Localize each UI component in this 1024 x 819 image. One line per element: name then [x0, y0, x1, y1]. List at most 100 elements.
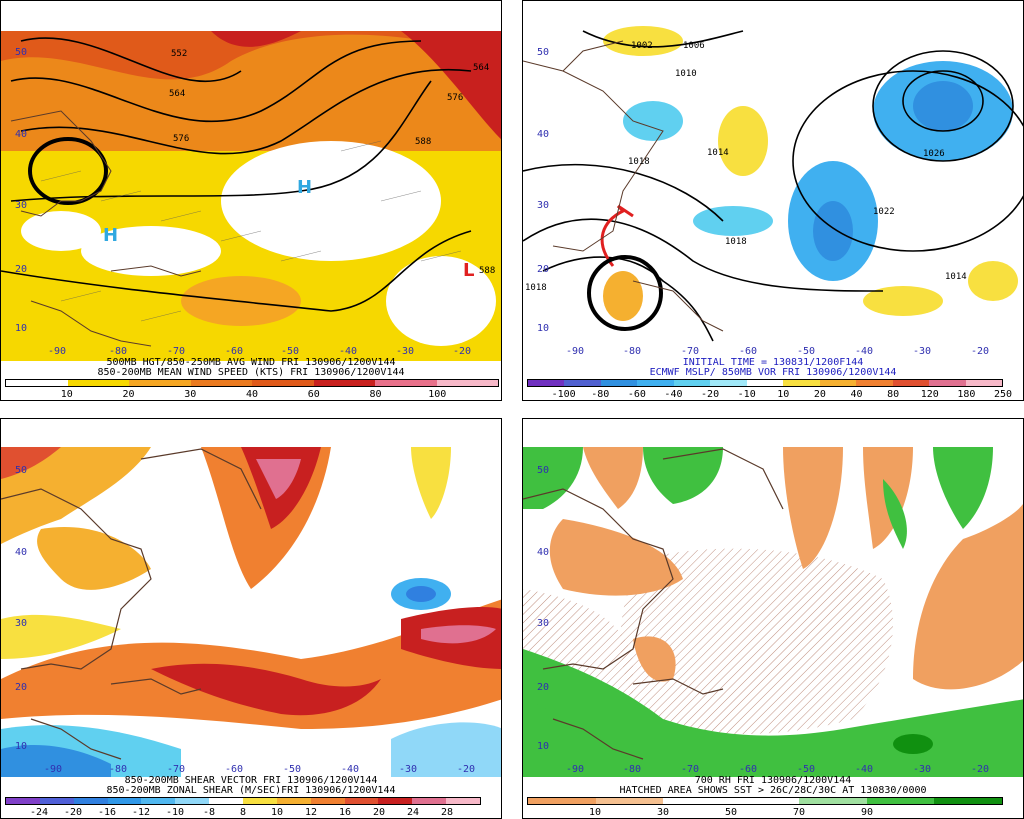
colorbar-label: -24 — [29, 807, 49, 818]
colorbar-label: 20 — [372, 807, 386, 818]
lat-label: 40 — [15, 129, 28, 140]
colorbar-label: -80 — [591, 389, 610, 400]
contour-label: 1014 — [945, 272, 967, 282]
lat-label: 10 — [537, 323, 550, 334]
contour-label: 1006 — [683, 41, 705, 51]
colorbar-swatch — [313, 380, 375, 386]
lat-label: 10 — [15, 323, 28, 334]
contour-label: 1010 — [675, 69, 697, 79]
lat-label: 50 — [537, 47, 550, 58]
colorbar-label: 80 — [887, 389, 900, 400]
lat-label: 30 — [537, 618, 550, 629]
colorbar-label: -8 — [202, 807, 216, 818]
colorbar-swatch — [6, 380, 68, 386]
wind-speed-map — [1, 31, 501, 361]
caption-line-2: 850-200MB ZONAL SHEAR (M/SEC)FRI 130906/… — [106, 785, 396, 796]
lat-label: 10 — [15, 741, 28, 752]
colorbar-label: 40 — [245, 389, 259, 400]
caption-line-1: 850-200MB SHEAR VECTOR FRI 130906/1200V1… — [124, 775, 378, 786]
colorbar-label: 28 — [440, 807, 454, 818]
lon-label: -50 — [281, 346, 300, 357]
high-pressure-marker: H — [103, 225, 119, 246]
zonal-shear-map — [1, 447, 501, 777]
lon-label: -20 — [457, 764, 476, 775]
lat-label: 40 — [15, 547, 28, 558]
lat-label: 50 — [537, 465, 550, 476]
lon-label: -90 — [44, 764, 63, 775]
contour-label: 564 — [169, 89, 186, 99]
lon-label: -40 — [855, 764, 874, 775]
colorbar-swatch — [375, 380, 437, 386]
colorbar-swatch — [798, 798, 867, 804]
colorbar-labels: -100 -80 -60 -40 -20 -10 10 20 40 80 120 180 250 — [527, 389, 1012, 400]
lon-label: -60 — [739, 764, 758, 775]
lon-label: -40 — [341, 764, 360, 775]
colorbar-swatch — [731, 798, 799, 804]
colorbar-swatch — [129, 380, 191, 386]
colorbar-swatch — [73, 798, 108, 804]
colorbar-swatch — [175, 798, 210, 804]
colorbar-label: 50 — [724, 807, 738, 818]
colorbar-label: 20 — [122, 389, 135, 400]
contour-label: 1002 — [631, 41, 653, 51]
contour-label: 576 — [447, 93, 464, 103]
lon-label: -20 — [971, 346, 990, 357]
colorbar-swatch — [965, 380, 1003, 386]
colorbar-swatch — [929, 380, 966, 386]
colorbar-label: -100 — [551, 389, 576, 400]
colorbar-swatch — [190, 380, 252, 386]
colorbar-swatch — [673, 380, 711, 386]
colorbar-swatch — [344, 798, 379, 804]
colorbar-swatch — [243, 798, 277, 804]
lat-label: 30 — [15, 618, 28, 629]
colorbar-label: -20 — [63, 807, 83, 818]
lat-label: 30 — [537, 200, 550, 211]
lon-label: -20 — [971, 764, 990, 775]
lon-label: -50 — [797, 764, 816, 775]
colorbar-swatch — [378, 798, 413, 804]
colorbar-label: -16 — [97, 807, 117, 818]
lon-label: -70 — [167, 764, 186, 775]
colorbar-label: 10 — [60, 389, 73, 400]
colorbar-swatch — [663, 798, 732, 804]
panel-mslp-vorticity: 1002 1006 1010 1014 1018 1026 1022 1018 … — [522, 0, 1024, 401]
panel-relative-humidity: 50 40 30 20 10 -90 -80 -70 -60 -50 -40 -… — [522, 418, 1024, 819]
colorbar-swatch — [436, 380, 498, 386]
lon-label: -70 — [167, 346, 186, 357]
lon-label: -90 — [48, 346, 67, 357]
colorbar-label: 80 — [369, 389, 382, 400]
lon-label: -30 — [399, 764, 418, 775]
colorbar-swatch — [6, 798, 40, 804]
colorbar-swatch — [856, 380, 893, 386]
lon-label: -90 — [566, 346, 585, 357]
lon-label: -70 — [681, 346, 700, 357]
colorbar-label: 10 — [588, 807, 602, 818]
caption-line-2: 850-200MB MEAN WIND SPEED (KTS) FRI 1309… — [97, 367, 405, 378]
lat-label: 20 — [537, 682, 550, 693]
colorbar-swatch — [637, 380, 674, 386]
lon-label: -60 — [225, 346, 244, 357]
colorbar — [5, 379, 499, 387]
caption-line-1: 700 RH FRI 130906/1200V144 — [694, 775, 852, 786]
colorbar-swatch — [866, 798, 935, 804]
contour-label: 1018 — [628, 157, 650, 167]
colorbar-swatch — [746, 380, 784, 386]
colorbar-swatch — [252, 380, 314, 386]
colorbar-swatch — [141, 798, 176, 804]
caption-line-2: HATCHED AREA SHOWS SST > 26C/28C/30C AT … — [619, 785, 927, 796]
lat-label: 20 — [537, 264, 550, 275]
colorbar-swatch — [783, 380, 820, 386]
colorbar-labels: 10 20 30 40 60 80 100 — [5, 389, 499, 400]
colorbar-swatch — [39, 798, 74, 804]
lon-label: -80 — [109, 764, 128, 775]
colorbar-label: 10 — [777, 389, 790, 400]
colorbar-label: 8 — [239, 807, 247, 818]
colorbar — [527, 379, 1003, 387]
colorbar-label: 250 — [993, 389, 1013, 400]
colorbar-swatch — [310, 798, 345, 804]
colorbar-swatch — [107, 798, 142, 804]
colorbar-swatch — [412, 798, 447, 804]
colorbar-swatch — [528, 380, 565, 386]
lon-label: -30 — [913, 764, 932, 775]
contour-label: 564 — [473, 63, 490, 73]
